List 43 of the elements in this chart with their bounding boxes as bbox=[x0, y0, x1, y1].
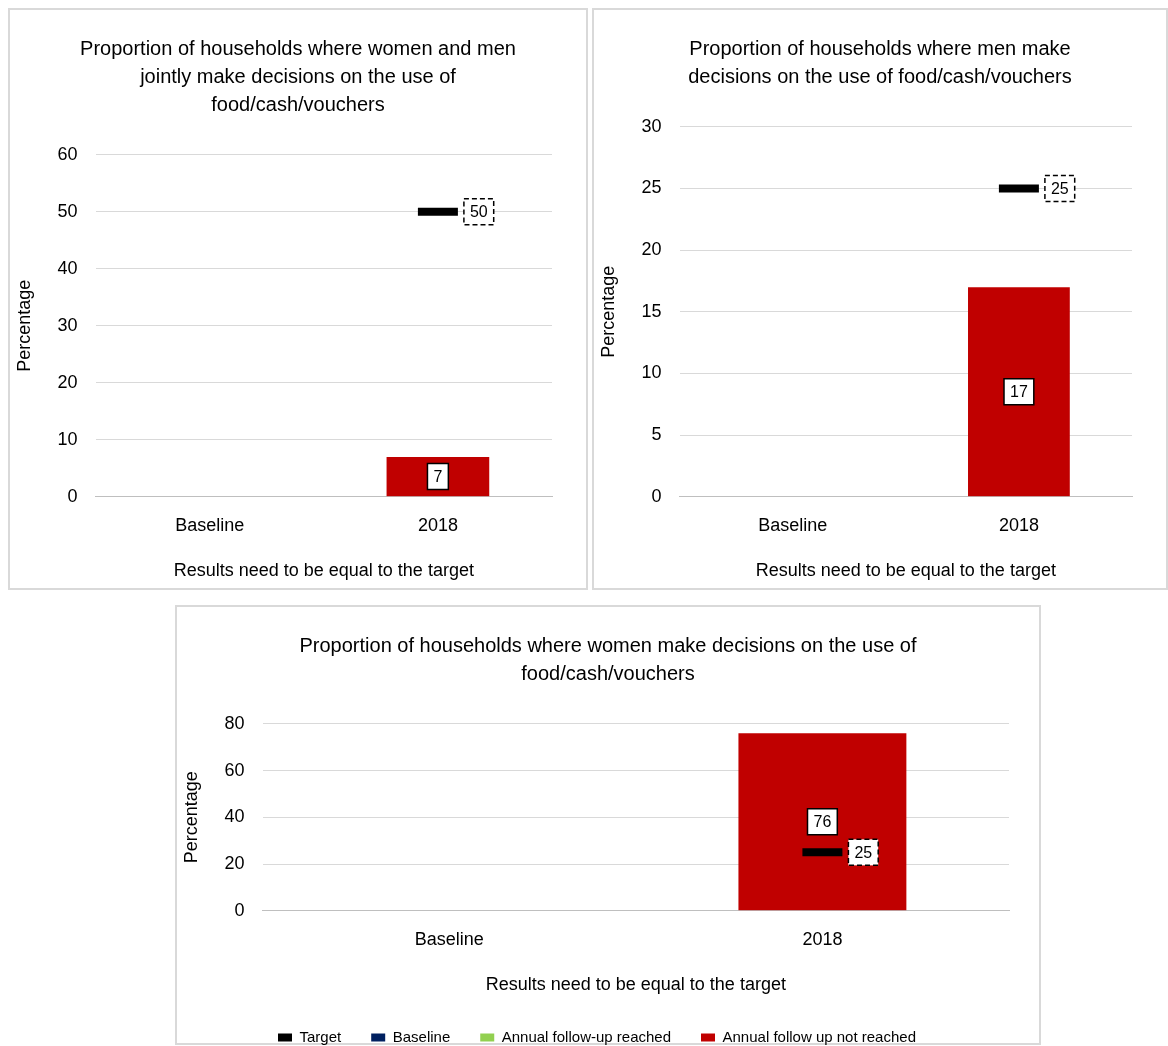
y-tick-label: 80 bbox=[224, 712, 245, 733]
data-label: 76 bbox=[813, 813, 832, 831]
data-label: 50 bbox=[469, 203, 488, 221]
y-axis-title: Percentage bbox=[180, 771, 201, 864]
y-tick-label: 60 bbox=[224, 759, 245, 780]
x-tick-label: 2018 bbox=[417, 514, 458, 535]
x-tick-label: Baseline bbox=[175, 514, 245, 535]
data-label: 25 bbox=[1050, 179, 1069, 197]
y-tick-label: 25 bbox=[641, 177, 662, 198]
legend-label: Annual follow up not reached bbox=[722, 1027, 916, 1045]
y-tick-label: 5 bbox=[651, 424, 662, 445]
y-tick-label: 10 bbox=[57, 428, 78, 449]
y-axis-title: Percentage bbox=[597, 265, 618, 358]
y-tick-label: 30 bbox=[641, 115, 662, 136]
y-tick-label: 40 bbox=[224, 806, 245, 827]
y-tick-label: 10 bbox=[641, 362, 662, 383]
y-tick-label: 50 bbox=[57, 200, 78, 221]
x-tick-label: Baseline bbox=[758, 514, 828, 535]
y-tick-label: 0 bbox=[651, 485, 662, 506]
chart-title: Proportion of households where men make decisions on the use of food/cash/vouchers bbox=[687, 36, 1073, 89]
legend-label: Annual follow-up reached bbox=[501, 1027, 672, 1045]
x-axis-title: Results need to be equal to the target bbox=[173, 560, 474, 581]
y-tick-label: 60 bbox=[57, 143, 78, 164]
y-tick-label: 20 bbox=[224, 853, 245, 874]
y-tick-label: 0 bbox=[67, 485, 78, 506]
chart-title: Proportion of households where women make decisions on the use of food/cash/vouchers bbox=[298, 633, 918, 686]
legend-label: Baseline bbox=[392, 1027, 451, 1045]
chart-title: Proportion of households where women and men jointly make decisions on the use of food/cash/vouchers bbox=[79, 36, 517, 117]
y-axis-title: Percentage bbox=[13, 279, 34, 372]
legend-label: Target bbox=[299, 1027, 343, 1045]
y-tick-label: 30 bbox=[57, 314, 78, 335]
x-axis-title: Results need to be equal to the target bbox=[755, 560, 1056, 581]
x-tick-label: 2018 bbox=[802, 928, 843, 949]
data-label: 17 bbox=[1010, 383, 1028, 401]
y-tick-label: 20 bbox=[641, 239, 662, 260]
x-axis-title: Results need to be equal to the target bbox=[485, 974, 786, 995]
y-tick-label: 20 bbox=[57, 371, 78, 392]
data-label: 7 bbox=[433, 468, 443, 486]
data-label: 25 bbox=[854, 843, 873, 861]
y-tick-label: 15 bbox=[641, 300, 662, 321]
x-tick-label: 2018 bbox=[998, 514, 1039, 535]
y-tick-label: 40 bbox=[57, 257, 78, 278]
y-tick-label: 0 bbox=[234, 899, 245, 920]
